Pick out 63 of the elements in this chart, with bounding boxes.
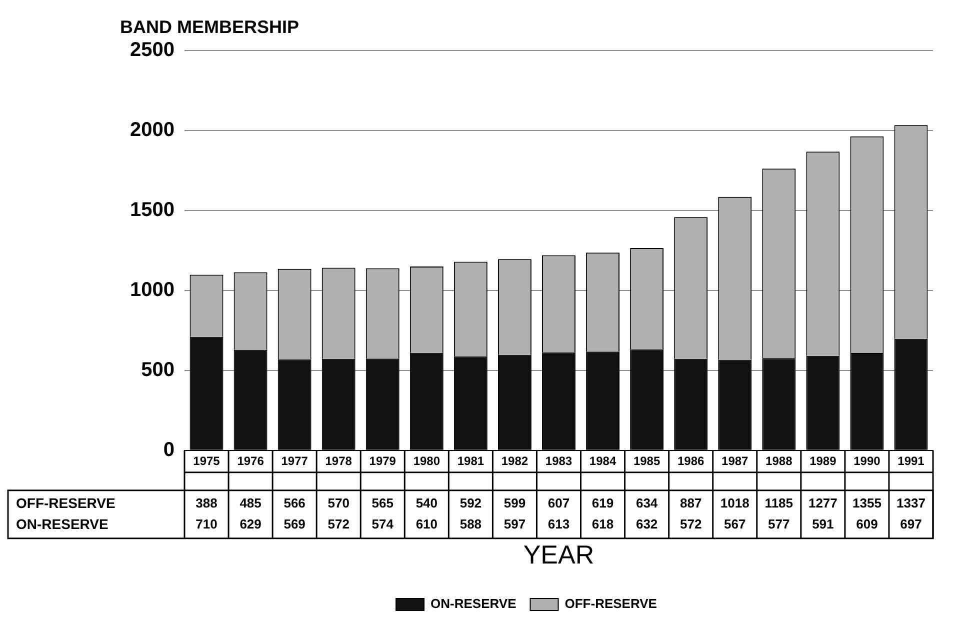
y-tick-label: 2500 xyxy=(130,39,174,62)
data-label: 634 xyxy=(636,495,658,510)
x-tick-label: 1981 xyxy=(457,454,484,468)
x-tick-label: 1977 xyxy=(281,454,308,468)
data-label: 572 xyxy=(680,516,702,532)
text: ON-RESERVE xyxy=(16,516,108,532)
x-tick-label: 1988 xyxy=(766,454,793,468)
data-label: 485 xyxy=(240,495,262,510)
x-tick-label: 1980 xyxy=(413,454,440,468)
data-label: 588 xyxy=(460,516,482,532)
data-label: 1018 xyxy=(720,495,750,510)
x-tick-label: 1991 xyxy=(898,454,925,468)
y-tick-label: 1000 xyxy=(130,278,174,301)
x-axis-title: YEAR xyxy=(523,540,594,570)
y-tick-label: 1500 xyxy=(130,199,174,222)
legend-label: OFF-RESERVE xyxy=(564,596,658,612)
data-label: 697 xyxy=(900,516,922,532)
data-label: 574 xyxy=(372,516,394,532)
y-tick-label: 0 xyxy=(163,438,174,461)
x-tick-label: 1982 xyxy=(501,454,528,468)
data-label: 609 xyxy=(856,516,878,532)
data-label: 618 xyxy=(592,516,614,532)
x-tick-label: 1978 xyxy=(325,454,352,468)
data-label: 569 xyxy=(284,516,306,532)
data-label: 591 xyxy=(812,516,834,532)
data-label: 1277 xyxy=(808,495,838,510)
data-label: 567 xyxy=(724,516,746,532)
data-label: 1185 xyxy=(764,495,793,510)
data-label: 613 xyxy=(548,516,570,532)
chart-title: BAND MEMBERSHIP xyxy=(120,16,300,37)
data-label: 577 xyxy=(768,516,790,532)
data-label: 592 xyxy=(460,495,482,510)
y-tick-label: 2000 xyxy=(130,119,174,142)
x-tick-label: 1979 xyxy=(369,454,396,468)
data-label: 540 xyxy=(416,495,438,510)
x-tick-label: 1985 xyxy=(633,454,660,468)
data-label: 1337 xyxy=(896,495,926,510)
data-label: 629 xyxy=(240,516,262,532)
data-label: 599 xyxy=(504,495,526,510)
data-label: 710 xyxy=(196,516,218,532)
text: OFF-RESERVE xyxy=(16,494,116,511)
x-tick-label: 1975 xyxy=(193,454,220,468)
x-tick-label: 1990 xyxy=(854,454,881,468)
data-label: 570 xyxy=(328,495,350,510)
data-label: 619 xyxy=(592,495,614,510)
x-tick-label: 1983 xyxy=(545,454,572,468)
data-label: 565 xyxy=(372,495,394,510)
y-tick-label: 500 xyxy=(141,358,174,381)
x-tick-label: 1976 xyxy=(237,454,264,468)
data-label: 566 xyxy=(284,495,306,510)
data-label: 610 xyxy=(416,516,438,532)
data-label: 887 xyxy=(680,495,702,510)
data-label: 597 xyxy=(504,516,526,532)
x-tick-label: 1984 xyxy=(589,454,616,468)
x-tick-label: 1986 xyxy=(677,454,705,468)
data-label: 607 xyxy=(548,495,570,510)
data-label: 632 xyxy=(636,516,658,532)
legend-label: ON-RESERVE xyxy=(430,596,517,612)
data-label: 572 xyxy=(328,516,350,532)
data-label: 388 xyxy=(196,495,218,510)
data-label: 1355 xyxy=(852,495,882,510)
x-tick-label: 1989 xyxy=(810,454,837,468)
x-tick-label: 1987 xyxy=(722,454,749,468)
